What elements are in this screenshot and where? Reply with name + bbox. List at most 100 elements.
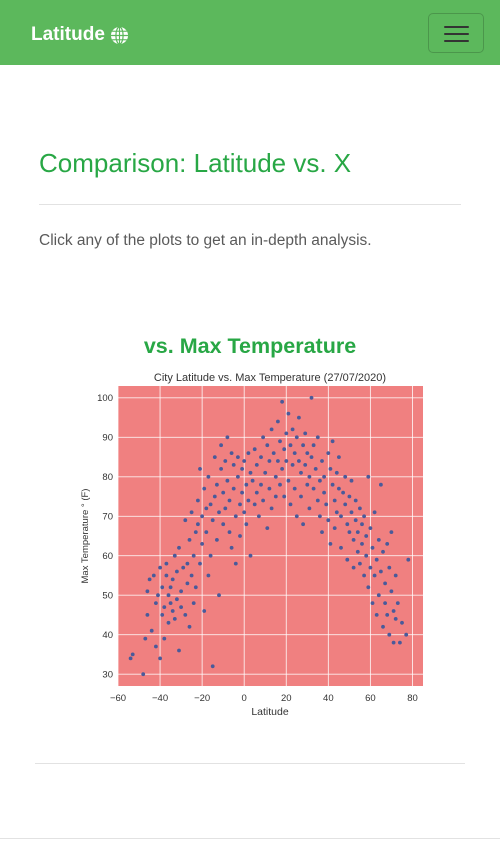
data-point (206, 573, 211, 578)
data-point (238, 502, 242, 507)
data-point (376, 593, 381, 598)
data-point (358, 561, 362, 566)
data-point (166, 620, 171, 625)
data-point (404, 632, 409, 637)
data-point (196, 522, 200, 527)
data-point (208, 502, 213, 507)
data-point (385, 613, 390, 617)
data-point (236, 474, 240, 479)
data-point (233, 561, 238, 566)
data-point (294, 435, 299, 440)
data-point (374, 613, 379, 617)
data-point (227, 498, 232, 503)
data-point (320, 530, 324, 534)
data-point (164, 573, 169, 578)
data-point (301, 522, 305, 527)
data-point (332, 526, 337, 530)
data-point (315, 498, 320, 503)
data-point (360, 522, 364, 527)
data-point (248, 553, 253, 558)
data-point (181, 565, 186, 570)
data-point (284, 459, 289, 463)
data-point (221, 522, 226, 527)
data-point (265, 443, 270, 448)
menu-toggle-button[interactable] (428, 13, 484, 53)
data-point (175, 597, 179, 602)
data-point (278, 439, 282, 444)
scatter-chart[interactable]: −60 −40 −20 0 20 40 60 80 30 40 50 60 70 80 90 100 City … (0, 368, 500, 728)
data-point (271, 451, 276, 455)
data-point (406, 557, 411, 562)
data-point (330, 482, 335, 487)
data-point (160, 613, 165, 617)
data-point (219, 467, 224, 471)
data-point (223, 459, 228, 463)
data-point (154, 644, 158, 649)
data-point (320, 459, 324, 463)
data-point (204, 530, 209, 534)
data-point (244, 522, 249, 527)
data-point (252, 447, 257, 452)
data-point (360, 542, 364, 546)
data-point (202, 609, 207, 613)
data-point (143, 636, 148, 641)
data-point (318, 478, 322, 483)
temperature-plot-figure[interactable]: −60 −40 −20 0 20 40 60 80 30 40 50 60 70 80 90 100 City … (0, 368, 500, 728)
data-point (246, 498, 251, 503)
data-point (210, 664, 215, 669)
data-point (362, 514, 366, 519)
data-point (212, 455, 217, 459)
data-point (231, 486, 236, 491)
data-point (315, 435, 320, 440)
data-point (290, 427, 295, 432)
data-point (162, 605, 167, 609)
data-point (215, 538, 219, 542)
data-point (269, 427, 274, 432)
data-point (286, 478, 291, 483)
data-point (172, 553, 177, 558)
data-point (322, 474, 326, 479)
data-point (347, 530, 352, 534)
data-point (215, 482, 219, 487)
y-tick-label: 50 (102, 591, 113, 602)
data-point (198, 467, 202, 471)
data-point (309, 455, 314, 459)
data-point (374, 557, 379, 562)
brand-link[interactable]: Latitude (31, 22, 129, 48)
data-point (358, 506, 362, 511)
data-point (217, 510, 221, 515)
data-point (318, 514, 322, 519)
page-description: Click any of the plots to get an in-dept… (39, 232, 372, 249)
data-point (349, 478, 354, 483)
page-title: Comparison: Latitude vs. X (39, 148, 352, 178)
data-point (252, 502, 257, 507)
data-point (240, 467, 245, 471)
data-point (204, 506, 209, 511)
data-point (381, 624, 385, 629)
data-point (238, 534, 242, 538)
data-point (328, 542, 333, 546)
data-point (273, 474, 278, 479)
data-point (372, 573, 377, 578)
data-point (229, 451, 234, 455)
data-point (189, 510, 194, 515)
data-point (383, 581, 387, 586)
data-point (196, 498, 200, 503)
data-point (345, 522, 350, 527)
data-point (362, 573, 366, 578)
data-point (393, 617, 398, 621)
data-point (364, 534, 369, 538)
data-point (154, 601, 158, 605)
top-navbar: Latitude (0, 0, 500, 65)
data-point (339, 514, 343, 519)
data-point (240, 490, 245, 495)
data-point (145, 613, 150, 617)
data-point (185, 561, 190, 566)
y-tick-label: 40 (102, 630, 113, 641)
data-point (391, 609, 396, 613)
plot-heading-link[interactable]: vs. Max Temperature (143, 334, 357, 358)
data-point (370, 601, 375, 605)
section-divider (35, 763, 465, 764)
data-point (305, 451, 310, 455)
data-point (299, 494, 303, 499)
